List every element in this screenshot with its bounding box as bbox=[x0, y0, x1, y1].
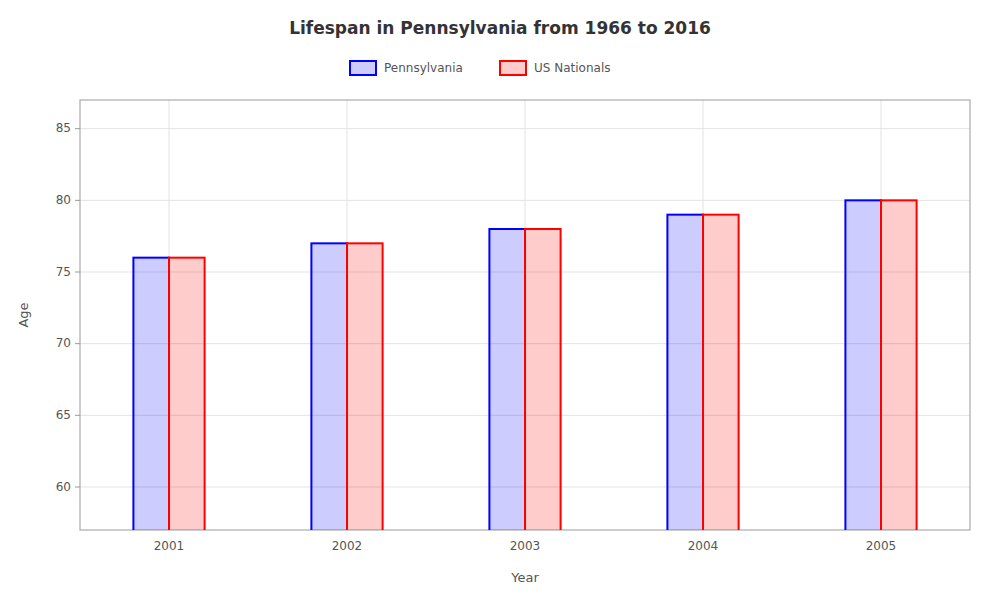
bar bbox=[133, 258, 169, 530]
y-tick-label: 85 bbox=[56, 121, 71, 135]
legend-swatch bbox=[500, 61, 526, 75]
y-tick bbox=[75, 415, 80, 416]
bar bbox=[525, 229, 561, 530]
y-axis: 60 65 70 75 80 85 bbox=[56, 121, 80, 493]
x-axis-label: Year bbox=[510, 570, 539, 585]
y-tick bbox=[75, 200, 80, 201]
y-tick bbox=[75, 487, 80, 488]
y-tick bbox=[75, 272, 80, 273]
bar bbox=[667, 215, 703, 530]
bar bbox=[311, 243, 347, 530]
y-axis-label: Age bbox=[16, 302, 31, 327]
y-tick-label: 75 bbox=[56, 265, 71, 279]
legend-label: Pennsylvania bbox=[384, 61, 463, 75]
x-tick-label: 2005 bbox=[866, 539, 897, 553]
x-tick-label: 2003 bbox=[510, 539, 541, 553]
title: Lifespan in Pennsylvania from 1966 to 20… bbox=[289, 18, 711, 38]
bar bbox=[845, 200, 881, 530]
x-tick-label: 2002 bbox=[332, 539, 363, 553]
bars bbox=[133, 200, 916, 530]
x-axis: 2001 2002 2003 2004 2005 bbox=[154, 539, 897, 553]
y-tick-label: 60 bbox=[56, 480, 71, 494]
y-tick-label: 70 bbox=[56, 336, 71, 350]
x-tick-label: 2004 bbox=[688, 539, 719, 553]
x-tick-label: 2001 bbox=[154, 539, 185, 553]
legend: Pennsylvania US Nationals bbox=[350, 61, 610, 76]
bar bbox=[881, 200, 917, 530]
chart-container: 60 65 70 75 80 85 2001 2002 2003 2004 2005 Year Age L… bbox=[0, 0, 1000, 600]
bar bbox=[347, 243, 383, 530]
y-tick bbox=[75, 128, 80, 129]
legend-swatch bbox=[350, 61, 376, 75]
y-tick-label: 65 bbox=[56, 408, 71, 422]
bar bbox=[489, 229, 525, 530]
chart-svg: 60 65 70 75 80 85 2001 2002 2003 2004 2005 Year Age L… bbox=[0, 0, 1000, 600]
legend-label: US Nationals bbox=[534, 61, 610, 75]
y-tick-label: 80 bbox=[56, 193, 71, 207]
bar bbox=[169, 258, 205, 530]
y-tick bbox=[75, 343, 80, 344]
bar bbox=[703, 215, 739, 530]
